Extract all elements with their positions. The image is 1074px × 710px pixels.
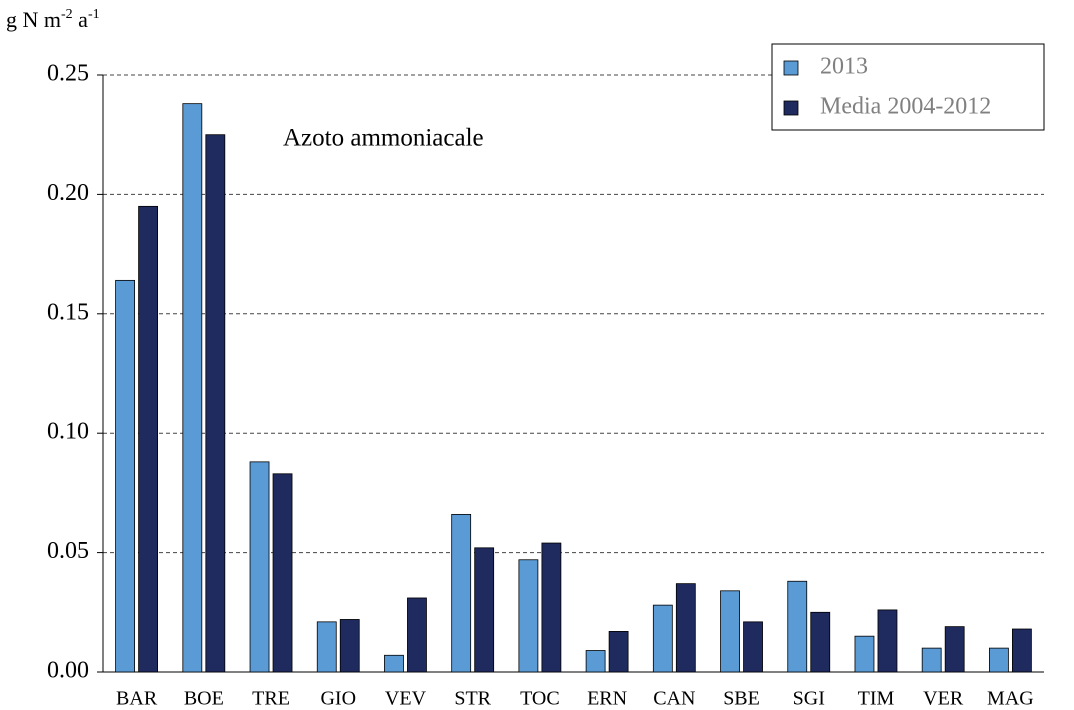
bar (541, 542, 562, 673)
x-tick-label: TRE (252, 688, 290, 710)
x-tick-label: BAR (116, 688, 158, 710)
x-tick-label: CAN (653, 688, 695, 710)
bar (921, 647, 942, 673)
y-label-part: a (73, 7, 89, 32)
legend-swatch (783, 60, 799, 76)
bar (272, 473, 293, 673)
bar (115, 279, 136, 673)
bar (1011, 628, 1032, 673)
x-tick-label: TOC (520, 688, 560, 710)
bar (182, 103, 203, 673)
bar (743, 621, 763, 673)
bar (249, 461, 270, 673)
legend-label: Media 2004-2012 (820, 94, 991, 120)
legend-label: 2013 (820, 54, 868, 80)
bar (854, 635, 875, 673)
bar (474, 547, 495, 673)
bar (944, 626, 965, 673)
y-tick-label: 0.00 (47, 658, 89, 684)
x-tick-label: SGI (793, 688, 825, 710)
legend-box (771, 43, 1045, 131)
y-axis-label: g N m-2 a-1 (6, 7, 100, 32)
bar (877, 609, 898, 673)
legend-swatch (783, 100, 799, 116)
bar (407, 597, 427, 673)
bar (205, 134, 226, 673)
x-tick-label: VEV (385, 688, 427, 710)
y-label-part: -1 (88, 7, 100, 22)
x-tick-label: GIO (320, 688, 356, 710)
x-tick-label: MAG (987, 688, 1034, 710)
y-tick-label: 0.10 (47, 419, 89, 445)
bar (787, 580, 808, 673)
bar (384, 654, 404, 673)
bar (988, 647, 1009, 673)
x-tick-label: BOE (184, 688, 224, 710)
bar (585, 650, 606, 673)
bar (652, 604, 673, 673)
x-tick-label: TIM (858, 688, 895, 710)
annotation: Azoto ammoniacale (283, 125, 484, 152)
bar (675, 583, 696, 673)
bar (451, 513, 472, 673)
x-tick-label: VER (923, 688, 964, 710)
y-tick-label: 0.25 (47, 61, 89, 87)
x-tick-label: STR (454, 688, 491, 710)
bar (720, 590, 740, 673)
bar (138, 205, 159, 673)
bar (810, 611, 831, 673)
bar (518, 559, 539, 673)
y-tick-label: 0.05 (47, 538, 89, 564)
y-tick-label: 0.20 (47, 180, 89, 206)
x-tick-label: ERN (587, 688, 627, 710)
y-tick-label: 0.15 (47, 299, 89, 325)
bar (316, 621, 337, 673)
y-label-part: -2 (61, 7, 73, 22)
y-label-part: g N m (6, 7, 61, 32)
x-tick-label: SBE (723, 688, 760, 710)
bar (339, 619, 360, 673)
bar (608, 631, 629, 673)
